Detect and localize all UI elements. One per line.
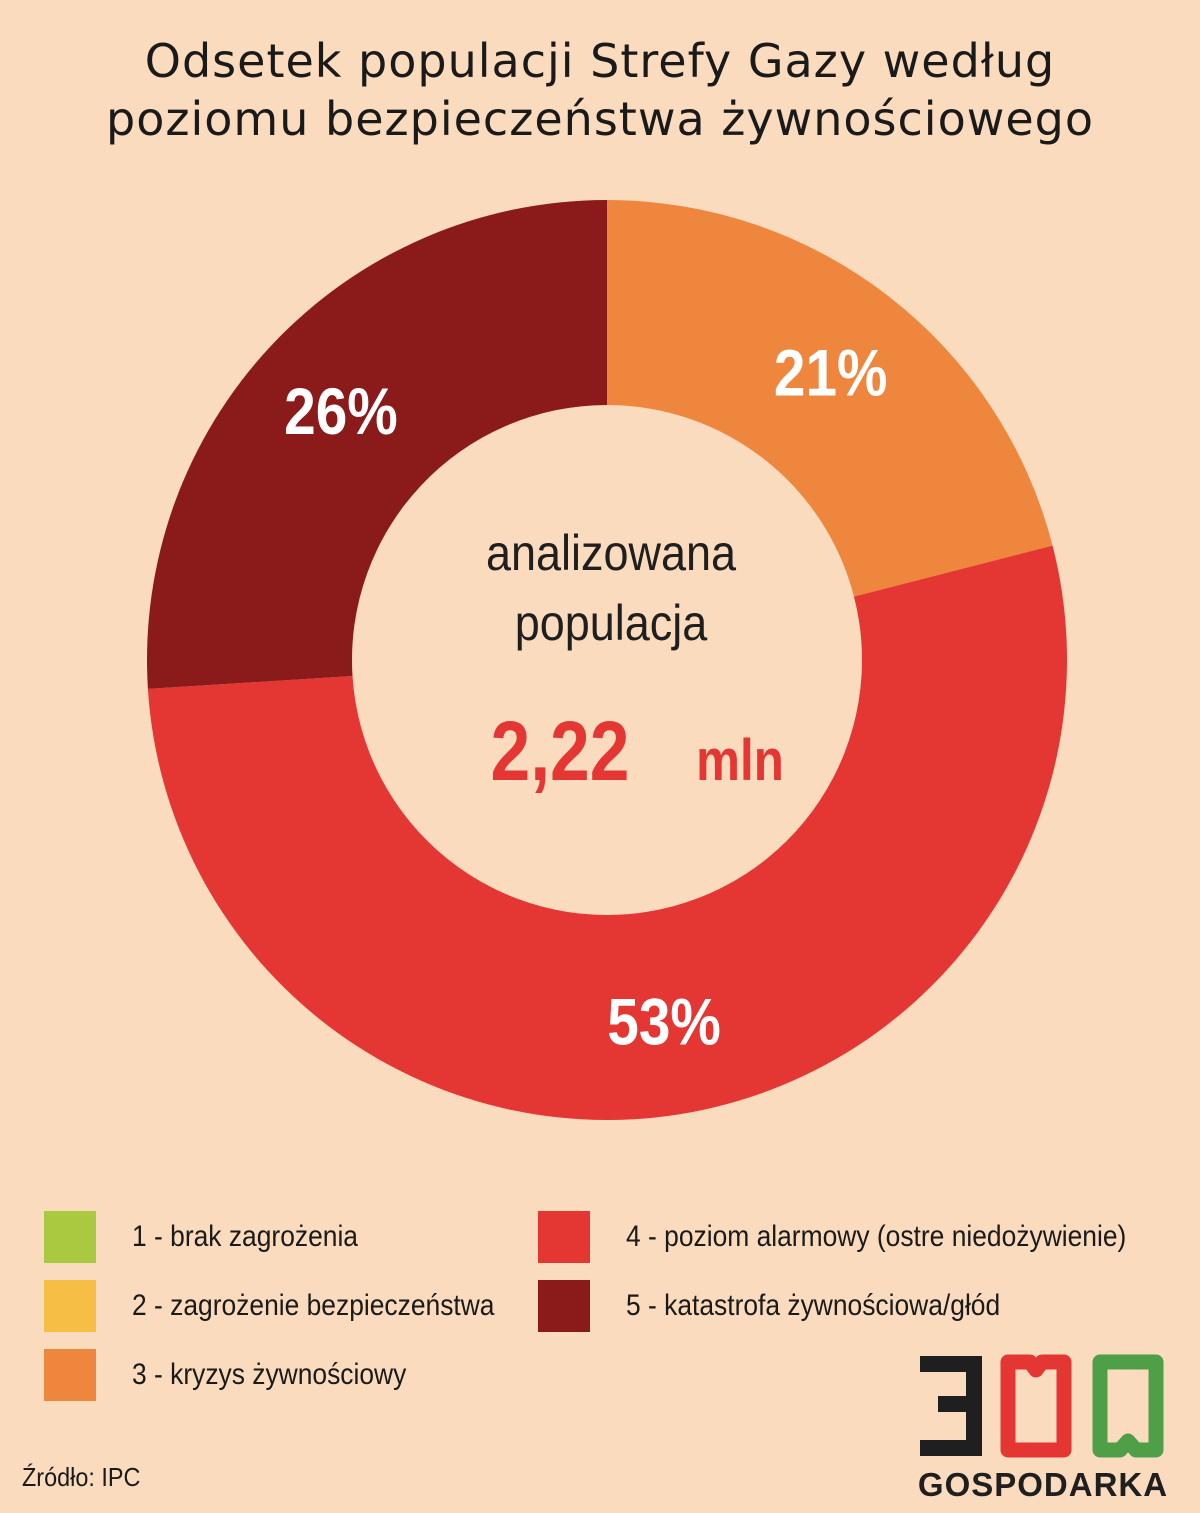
donut-chart: 21% 53% 26% analizowana populacja 2,22 mln bbox=[146, 200, 1068, 1121]
center-label-line-2: populacja bbox=[515, 596, 708, 652]
legend-swatch-5 bbox=[538, 1280, 590, 1332]
donut-slice-1 bbox=[607, 200, 1053, 597]
legend-swatch-2 bbox=[44, 1280, 96, 1332]
legend-label-5: 5 - katastrofa żywnościowa/głód bbox=[626, 1289, 1001, 1322]
slice-label-2: 53% bbox=[607, 986, 721, 1060]
legend-item-3: 3 - kryzys żywnościowy bbox=[44, 1349, 444, 1401]
legend-item-5: 5 - katastrofa żywnościowa/głód bbox=[538, 1280, 1051, 1332]
chart-title: Odsetek populacji Strefy Gazy według poz… bbox=[0, 32, 1200, 148]
legend-label-2: 2 - zagrożenie bezpieczeństwa bbox=[132, 1289, 495, 1322]
slice-label-3: 26% bbox=[284, 375, 398, 449]
donut-slice-3 bbox=[146, 200, 607, 689]
legend-swatch-1 bbox=[44, 1211, 96, 1263]
legend-item-1: 1 - brak zagrożenia bbox=[44, 1211, 389, 1263]
legend-label-4: 4 - poziom alarmowy (ostre niedożywienie… bbox=[626, 1220, 1127, 1253]
legend-label-3: 3 - kryzys żywnościowy bbox=[132, 1358, 407, 1391]
center-unit: mln bbox=[696, 728, 784, 793]
chart-title-line-2: poziomu bezpieczeństwa żywnościowego bbox=[106, 92, 1094, 146]
legend-item-4: 4 - poziom alarmowy (ostre niedożywienie… bbox=[538, 1211, 1195, 1263]
center-value: 2,22 bbox=[491, 703, 630, 798]
slice-label-1: 21% bbox=[774, 337, 888, 411]
donut-slice-2 bbox=[147, 545, 1068, 1121]
legend-swatch-4 bbox=[538, 1211, 590, 1263]
legend-label-1: 1 - brak zagrożenia bbox=[132, 1220, 358, 1253]
source-note: Źródło: IPC bbox=[22, 1462, 141, 1492]
logo: GOSPODARKA bbox=[912, 1350, 1174, 1503]
chart-title-line-1: Odsetek populacji Strefy Gazy według bbox=[144, 34, 1056, 88]
center-label-line-1: analizowana bbox=[486, 526, 737, 582]
logo-word: GOSPODARKA bbox=[917, 1466, 1169, 1503]
logo-mark bbox=[920, 1354, 1164, 1458]
legend-swatch-3 bbox=[44, 1349, 96, 1401]
legend-item-2: 2 - zagrożenie bezpieczeństwa bbox=[44, 1280, 544, 1332]
